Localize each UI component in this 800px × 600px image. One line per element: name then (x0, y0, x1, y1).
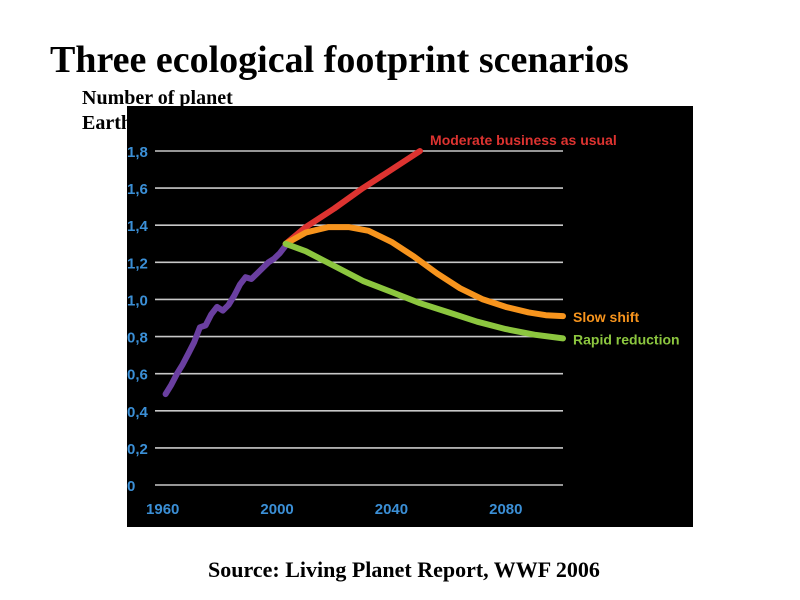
y-tick-label-4: 0,8 (127, 330, 148, 347)
y-tick-label-5: 1,0 (127, 292, 148, 309)
slide-title: Three ecological footprint scenarios (50, 39, 629, 81)
series-label-2: Slow shift (573, 309, 639, 325)
series-line-3 (282, 240, 566, 342)
x-tick-label-3: 2080 (489, 501, 522, 518)
y-tick-label-7: 1,4 (127, 218, 149, 235)
y-tick-label-9: 1,8 (127, 144, 148, 161)
chart-area: 0 0,2 0,4 0,6 0,8 1,0 1,2 1,4 1,6 1,8 1960 2000 2040… (127, 106, 693, 527)
y-axis-label: Number of planet Earths (82, 86, 342, 136)
series-line-0 (162, 242, 289, 398)
series-label-1: Moderate business as usual (430, 132, 617, 148)
series-line-1 (282, 148, 423, 247)
y-tick-label-0: 0 (127, 478, 135, 495)
x-tick-label-2: 2040 (375, 501, 408, 518)
y-tick-label-6: 1,2 (127, 255, 148, 272)
y-tick-label-1: 0,2 (127, 441, 148, 458)
x-tick-label-0: 1960 (146, 501, 179, 518)
y-tick-label-2: 0,4 (127, 404, 149, 421)
x-tick-label-1: 2000 (260, 501, 293, 518)
series-line-2 (282, 224, 566, 320)
y-tick-label-8: 1,6 (127, 181, 148, 198)
source-caption: Source: Living Planet Report, WWF 2006 (208, 557, 600, 582)
y-tick-label-3: 0,6 (127, 367, 148, 384)
footprint-line-chart: 0 0,2 0,4 0,6 0,8 1,0 1,2 1,4 1,6 1,8 1960 2000 2040… (127, 132, 680, 518)
y-axis-label-line2: Earths (82, 112, 140, 134)
series-label-3: Rapid reduction (573, 331, 680, 347)
y-axis-label-line1: Number of planet (82, 87, 233, 109)
